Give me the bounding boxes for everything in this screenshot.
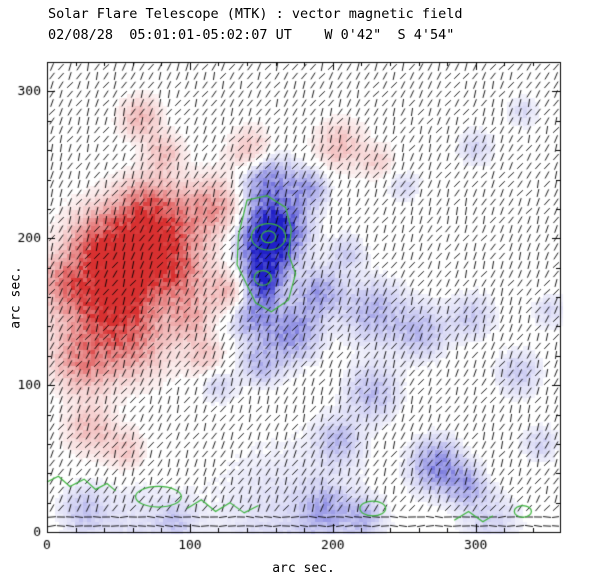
y-axis-label: arc sec. [8, 266, 24, 329]
figure-subtitle: 02/08/28 05:01:01-05:02:07 UT W 0'42" S … [48, 27, 455, 43]
x-axis-label: arc sec. [272, 561, 335, 576]
figure-title: Solar Flare Telescope (MTK) : vector mag… [48, 6, 463, 22]
